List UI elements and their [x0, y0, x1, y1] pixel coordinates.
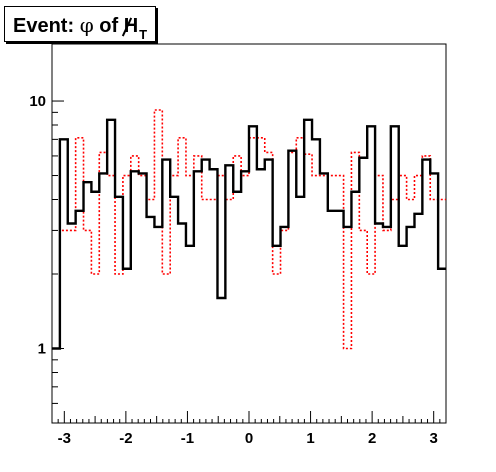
series-layer: [52, 109, 446, 350]
x-tick-label: 3: [430, 430, 438, 447]
axis-layer: -3 -2 -1 0 1 2 3 1 10: [29, 93, 447, 447]
x-tick-label: -1: [181, 430, 194, 447]
x-tick-label: 0: [245, 430, 253, 447]
y-tick-label: 10: [29, 93, 46, 110]
title-phi-symbol: φ: [79, 13, 94, 37]
title-met-symbol: H: [121, 8, 138, 44]
x-tick-label: 2: [368, 430, 376, 447]
x-tick-label: -2: [119, 430, 132, 447]
x-tick-label: -3: [58, 430, 71, 447]
title-prefix: Event:: [13, 15, 80, 37]
title-middle: of: [93, 15, 124, 37]
met-slash-mark: [121, 17, 132, 37]
plot-frame: [51, 43, 447, 424]
y-tick-label: 1: [38, 341, 46, 358]
title-subscript: T: [139, 27, 148, 42]
x-tick-label: 1: [306, 430, 314, 447]
series-black-solid-line: [52, 118, 446, 350]
